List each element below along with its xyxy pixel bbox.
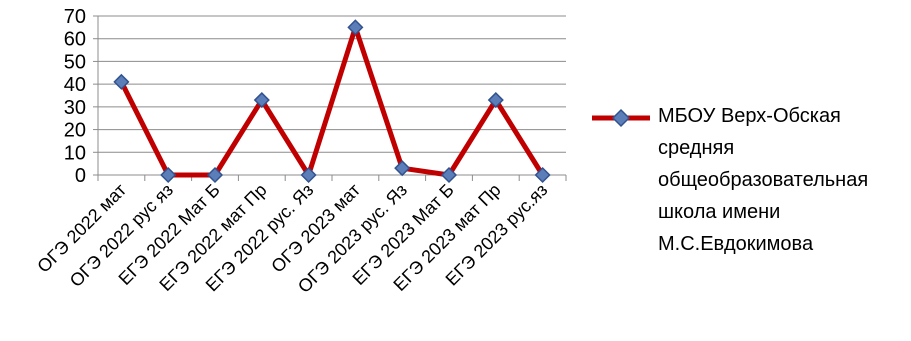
- y-tick-label: 50: [64, 51, 86, 73]
- gridlines: [98, 15, 566, 153]
- y-tick-label: 10: [64, 142, 86, 164]
- series-polyline: [118, 24, 546, 178]
- series-markers: [113, 19, 551, 184]
- y-tick-label: 70: [64, 6, 86, 28]
- data-point: [440, 166, 458, 184]
- data-point: [534, 166, 551, 184]
- legend-label: МБОУ Верх-Обская средняя общеобразовател…: [658, 105, 869, 255]
- y-tick-label: 20: [64, 120, 86, 142]
- data-point: [487, 91, 504, 109]
- data-point: [160, 166, 177, 184]
- data-point: [394, 160, 411, 177]
- data-point: [113, 73, 130, 90]
- series-line: [118, 24, 546, 178]
- y-tick-label: 40: [64, 74, 86, 96]
- data-point: [206, 166, 224, 184]
- y-tick-label: 0: [75, 165, 86, 187]
- y-tick-label: 30: [64, 97, 86, 119]
- data-point: [253, 91, 270, 109]
- data-point: [347, 19, 364, 36]
- y-tick-label: 60: [64, 29, 86, 51]
- legend-key-icon: [592, 108, 650, 128]
- data-point: [300, 166, 317, 184]
